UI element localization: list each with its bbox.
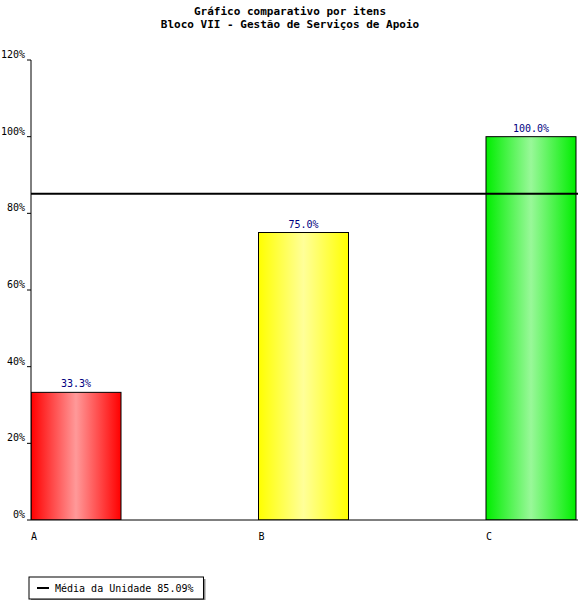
x-tick-label: B: [259, 531, 265, 542]
y-tick-label: 80%: [7, 202, 25, 213]
y-tick-label: 120%: [1, 49, 25, 60]
y-tick: [27, 60, 31, 61]
y-tick: [27, 443, 31, 444]
data-label: 100.0%: [513, 123, 549, 134]
reference-lines: [31, 193, 578, 194]
y-tick: [27, 520, 31, 521]
x-axis: [31, 520, 578, 521]
reference-line: [31, 193, 578, 195]
y-tick-label: 40%: [7, 356, 25, 367]
legend: Média da Unidade 85.09%: [29, 577, 205, 600]
chart-subtitle: Bloco VII - Gestão de Serviços de Apoio: [161, 18, 420, 31]
x-tick-label: C: [486, 531, 492, 542]
legend-box: [29, 577, 203, 599]
y-axis: [31, 60, 32, 520]
data-label: 75.0%: [288, 219, 318, 230]
chart-title: Gráfico comparativo por itens: [194, 5, 386, 18]
y-tick-label: 20%: [7, 432, 25, 443]
chart-svg: Gráfico comparativo por itensBloco VII -…: [0, 0, 580, 600]
labels: 33.3% 75.0% 100.0%: [61, 123, 549, 390]
legend-swatch: [37, 587, 49, 589]
y-tick-label: 100%: [1, 126, 25, 137]
chart-container: Gráfico comparativo por itensBloco VII -…: [0, 0, 580, 600]
x-tick-label: A: [31, 531, 37, 542]
y-tick: [27, 366, 31, 367]
y-tick: [27, 213, 31, 214]
bar: [259, 233, 349, 521]
bar: [31, 392, 121, 520]
y-tick-label: 60%: [7, 279, 25, 290]
y-tick: [27, 290, 31, 291]
legend-label: Média da Unidade 85.09%: [55, 583, 193, 594]
data-label: 33.3%: [61, 378, 91, 389]
y-tick: [27, 136, 31, 137]
y-tick-label: 0%: [13, 509, 25, 520]
